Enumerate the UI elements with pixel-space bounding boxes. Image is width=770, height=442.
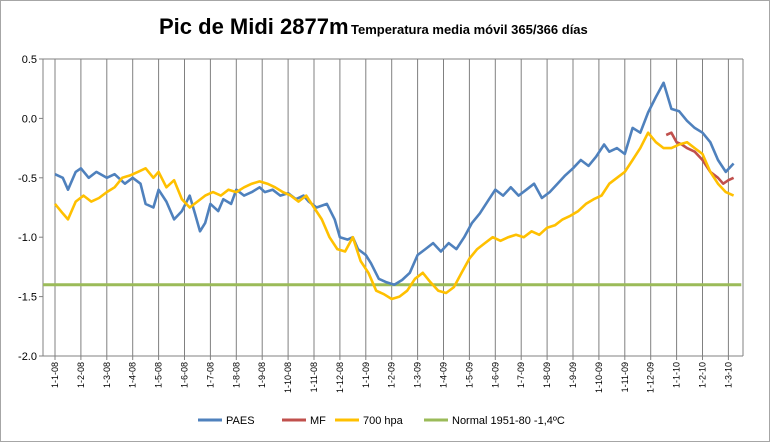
series-line-1 [665, 131, 735, 185]
x-tick-label: 1-8-08 [231, 362, 241, 388]
x-tick-label: 1-10-09 [594, 362, 604, 393]
x-tick-label: 1-10-08 [283, 362, 293, 393]
x-tick-label: 1-12-09 [646, 362, 656, 393]
series-line-2 [53, 131, 735, 301]
chart-title: Pic de Midi 2877m [159, 14, 349, 39]
x-tick-label: 1-2-08 [76, 362, 86, 388]
x-tick-label: 1-5-08 [154, 362, 164, 388]
legend-label-1: MF [310, 415, 326, 427]
legend-label-0: PAES [226, 415, 255, 427]
y-tick-label: 0.0 [22, 113, 37, 125]
y-axis: 0.5 0.0 -0.5 -1.0 -1.5 -2.0 [18, 54, 44, 363]
legend: PAES MF 700 hpa Normal 1951-80 -1,4ºC [198, 415, 565, 427]
series-line-0 [54, 81, 735, 287]
legend-label-2: 700 hpa [363, 415, 404, 427]
x-tick-label: 1-3-10 [723, 362, 733, 388]
y-tick-label: -1.0 [18, 232, 37, 244]
x-tick-label: 1-11-08 [309, 362, 319, 392]
plot-area [43, 59, 743, 356]
x-tick-label: 1-4-09 [439, 362, 449, 388]
x-tick-label: 1-2-09 [387, 362, 397, 388]
x-tick-label: 1-7-09 [516, 362, 526, 388]
x-tick-label: 1-6-09 [490, 362, 500, 388]
legend-label-3: Normal 1951-80 -1,4ºC [452, 415, 565, 427]
x-tick-label: 1-9-08 [257, 362, 267, 388]
y-tick-label: -2.0 [18, 351, 37, 363]
chart-subtitle: Temperatura media móvil 365/366 días [351, 22, 588, 37]
x-axis: 1-1-08 1-2-08 1-3-08 1-4-08 1-5-08 1-6-08 1-7-… [43, 355, 743, 393]
grid-layer [43, 58, 744, 356]
x-tick-label: 1-6-08 [180, 362, 190, 388]
y-tick-label: -1.5 [18, 292, 37, 304]
x-tick-label: 1-11-09 [620, 362, 630, 392]
x-tick-label: 1-1-10 [672, 362, 682, 388]
series-layer [43, 81, 742, 301]
x-tick-label: 1-4-08 [128, 362, 138, 388]
x-tick-label: 1-12-08 [335, 362, 345, 393]
x-tick-label: 1-7-08 [205, 362, 215, 388]
x-tick-label: 1-3-08 [102, 362, 112, 388]
x-tick-label: 1-3-09 [413, 362, 423, 388]
x-tick-label: 1-2-10 [698, 362, 708, 388]
x-tick-label: 1-8-09 [542, 362, 552, 388]
x-tick-label: 1-5-09 [464, 362, 474, 388]
x-tick-label: 1-1-09 [361, 362, 371, 388]
x-tick-label: 1-1-08 [50, 362, 60, 388]
x-tick-label: 1-9-09 [568, 362, 578, 388]
y-tick-label: 0.5 [22, 54, 37, 66]
y-tick-label: -0.5 [18, 173, 37, 185]
